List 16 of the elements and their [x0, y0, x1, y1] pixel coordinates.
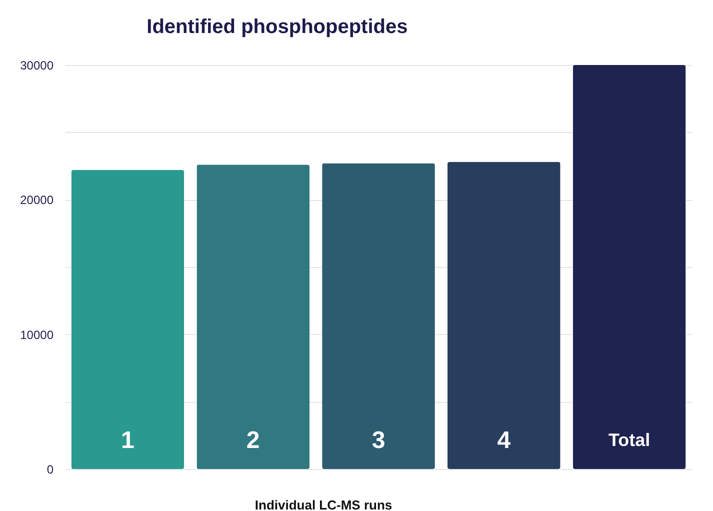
- y-tick-label: 30000: [20, 58, 54, 72]
- x-tick-label: 1: [121, 427, 134, 454]
- bar: [447, 162, 560, 469]
- x-axis-title: Individual LC-MS runs: [254, 498, 392, 511]
- bar: [322, 163, 435, 469]
- x-tick-label: Total: [608, 430, 650, 450]
- bar: [572, 65, 686, 469]
- y-tick-label: 0: [46, 462, 54, 476]
- y-tick-label: 10000: [20, 328, 54, 342]
- bar: [71, 170, 184, 469]
- bar: [196, 164, 310, 469]
- x-tick-label: 4: [497, 427, 512, 454]
- x-tick-label: 3: [372, 427, 386, 454]
- y-tick-label: 20000: [20, 193, 54, 208]
- x-tick-label: 2: [246, 427, 260, 454]
- chart-title: Identified phosphopeptides: [146, 16, 408, 38]
